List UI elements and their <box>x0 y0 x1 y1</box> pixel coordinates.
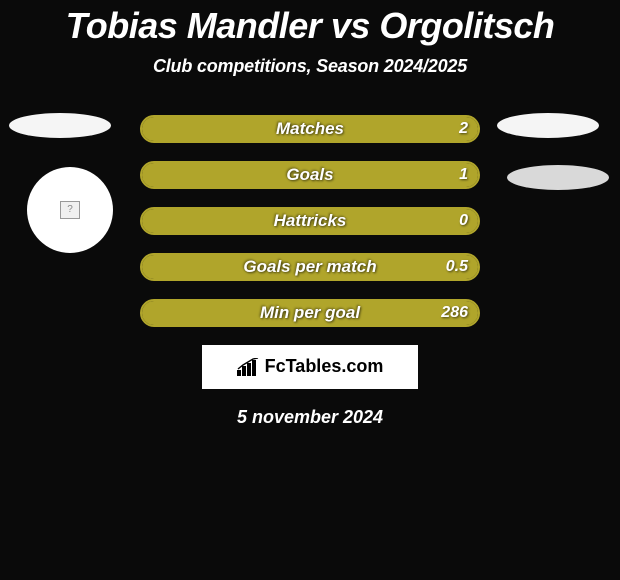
stat-bar: Goals 1 <box>140 161 480 189</box>
chip-bottom-right <box>507 165 609 190</box>
stat-bar: Matches 2 <box>140 115 480 143</box>
bar-value-right: 0 <box>459 212 468 230</box>
comparison-area: ? Matches 2 Goals 1 Hattricks 0 Goals per matc… <box>0 115 620 327</box>
bar-value-right: 2 <box>459 120 468 138</box>
brand-box: FcTables.com <box>202 345 418 389</box>
bar-label: Min per goal <box>260 303 360 323</box>
page-title: Tobias Mandler vs Orgolitsch <box>0 6 620 46</box>
bar-label: Goals <box>286 165 333 185</box>
bars-column: Matches 2 Goals 1 Hattricks 0 Goals per match 0… <box>140 115 480 327</box>
bar-label: Goals per match <box>243 257 376 277</box>
stat-bar: Goals per match 0.5 <box>140 253 480 281</box>
brand-label: FcTables.com <box>265 356 384 377</box>
brand-chart-icon <box>237 358 261 376</box>
bar-label: Matches <box>276 119 344 139</box>
comparison-widget: Tobias Mandler vs Orgolitsch Club compet… <box>0 0 620 428</box>
vs-separator: vs <box>331 5 370 46</box>
chip-top-left <box>9 113 111 138</box>
bar-label: Hattricks <box>274 211 347 231</box>
bar-value-right: 286 <box>441 304 468 322</box>
bar-value-right: 1 <box>459 166 468 184</box>
brand-text: FcTables.com <box>237 356 384 377</box>
date-line: 5 november 2024 <box>0 407 620 428</box>
bar-value-right: 0.5 <box>446 258 468 276</box>
chip-top-right <box>497 113 599 138</box>
player-a-name: Tobias Mandler <box>66 5 322 46</box>
avatar: ? <box>27 167 113 253</box>
player-b-name: Orgolitsch <box>379 5 554 46</box>
stat-bar: Hattricks 0 <box>140 207 480 235</box>
subtitle: Club competitions, Season 2024/2025 <box>0 56 620 77</box>
avatar-placeholder-icon: ? <box>60 201 80 219</box>
stat-bar: Min per goal 286 <box>140 299 480 327</box>
